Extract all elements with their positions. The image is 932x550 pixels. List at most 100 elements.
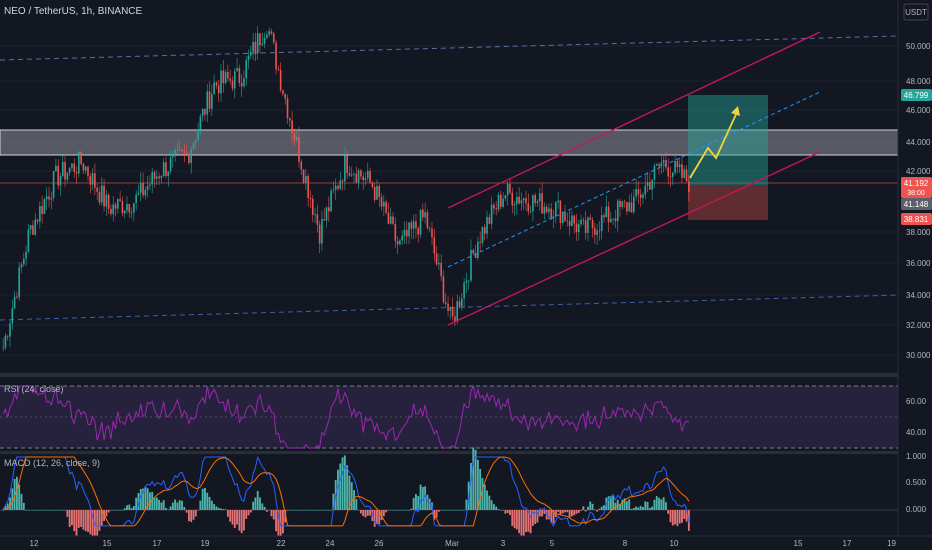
candle-body	[229, 78, 231, 81]
candle-body	[158, 176, 160, 179]
macd-histogram-bar	[236, 510, 238, 525]
macd-histogram-bar	[183, 506, 186, 510]
candle-body	[555, 202, 557, 217]
candle-body	[488, 217, 491, 224]
macd-histogram-bar	[353, 490, 355, 510]
symbol-title[interactable]: NEO / TetherUS, 1h, BINANCE	[4, 6, 143, 17]
candle-body	[155, 176, 158, 179]
channel-lower-line[interactable]	[447, 151, 821, 326]
projection-arrow[interactable]	[689, 109, 739, 179]
macd-histogram-bar	[265, 510, 268, 512]
macd-histogram-bar	[564, 510, 566, 513]
time-tick-22: 22	[277, 539, 286, 548]
candle-body	[293, 132, 296, 141]
macd-histogram-bar	[66, 510, 69, 517]
time-tick-3: 3	[501, 539, 506, 548]
time-axis[interactable]	[0, 536, 898, 550]
price-tick-50: 50.000	[906, 42, 931, 51]
macd-histogram-bar	[91, 510, 94, 539]
currency-label: USDT	[905, 8, 927, 17]
candle-body	[571, 215, 573, 226]
rsi-title: RSI (24, close)	[4, 384, 64, 394]
candle-body	[231, 80, 234, 89]
macd-histogram-bar	[233, 510, 236, 529]
candle-body	[520, 200, 523, 204]
candle-body	[626, 202, 628, 212]
macd-histogram-bar	[252, 501, 255, 510]
macd-histogram-bar	[357, 509, 360, 511]
macd-histogram-bar	[155, 497, 158, 510]
candle-body	[190, 149, 193, 163]
currency-badge[interactable]	[903, 3, 929, 21]
macd-histogram-bar	[84, 510, 87, 532]
candle-body	[291, 120, 293, 133]
macd-histogram-bar	[490, 500, 493, 510]
price-tick-48: 48.000	[906, 77, 931, 86]
macd-histogram-bar	[527, 510, 530, 532]
candle-body	[284, 94, 287, 99]
candle-body	[662, 160, 665, 163]
macd-histogram-bar	[18, 484, 21, 510]
candle-body	[573, 215, 575, 224]
candle-body	[295, 136, 298, 141]
candle-body	[621, 201, 624, 207]
candle-body	[541, 193, 543, 214]
candle-body	[84, 166, 87, 171]
macd-histogram-bar	[364, 510, 367, 518]
candle-body	[160, 176, 163, 179]
candle-body	[220, 70, 222, 94]
last-price-badge	[901, 177, 932, 198]
candle-body	[123, 210, 126, 214]
macd-histogram-bar	[215, 506, 218, 510]
pane-separator-rsi[interactable]	[0, 373, 932, 377]
macd-histogram-bar	[573, 510, 576, 516]
top-dashed-trendline[interactable]	[0, 35, 899, 61]
candle-body	[325, 207, 328, 221]
candle-body	[461, 298, 463, 307]
candle-body	[68, 168, 71, 173]
channel-upper-line[interactable]	[447, 31, 821, 209]
target-zone[interactable]	[688, 95, 768, 185]
macd-histogram-bar	[270, 510, 273, 517]
candle-body	[217, 85, 220, 94]
macd-histogram-bar	[531, 510, 534, 526]
macd-histogram-bar	[9, 497, 11, 510]
candle-body	[456, 301, 459, 322]
candle-body	[474, 253, 477, 259]
macd-histogram-bar	[298, 510, 300, 511]
macd-histogram-bar	[68, 510, 71, 528]
candle-body	[240, 83, 243, 87]
candle-body	[557, 200, 559, 203]
candle-body	[165, 162, 167, 177]
candle-body	[371, 182, 374, 187]
candle-body	[417, 228, 420, 235]
channel-mid-line[interactable]	[447, 91, 821, 268]
pane-separator-macd[interactable]	[0, 451, 932, 454]
candle-body	[100, 185, 103, 203]
stop-zone[interactable]	[688, 185, 768, 220]
candle-body	[167, 171, 170, 177]
candle-body	[48, 196, 50, 200]
candle-body	[610, 218, 612, 223]
price-tick-44: 44.000	[906, 138, 931, 147]
candle-body	[646, 182, 649, 186]
macd-histogram-bar	[119, 510, 122, 511]
bottom-dashed-trendline[interactable]	[0, 294, 899, 321]
macd-histogram-bar	[89, 510, 92, 535]
macd-histogram-bar	[424, 486, 427, 510]
candle-body	[321, 219, 323, 244]
candle-body	[204, 108, 206, 115]
candle-body	[559, 200, 562, 223]
macd-histogram-bar	[534, 510, 537, 525]
candle-body	[566, 220, 569, 222]
candle-body	[107, 194, 110, 209]
candle-body	[208, 91, 211, 109]
macd-tick-0-5: 0.500	[906, 478, 927, 487]
candle-body	[133, 203, 135, 213]
macd-histogram-bar	[472, 447, 475, 510]
candle-body	[428, 228, 431, 229]
candle-body	[596, 230, 598, 235]
macd-histogram-bar	[389, 510, 392, 511]
candle-body	[584, 220, 587, 233]
